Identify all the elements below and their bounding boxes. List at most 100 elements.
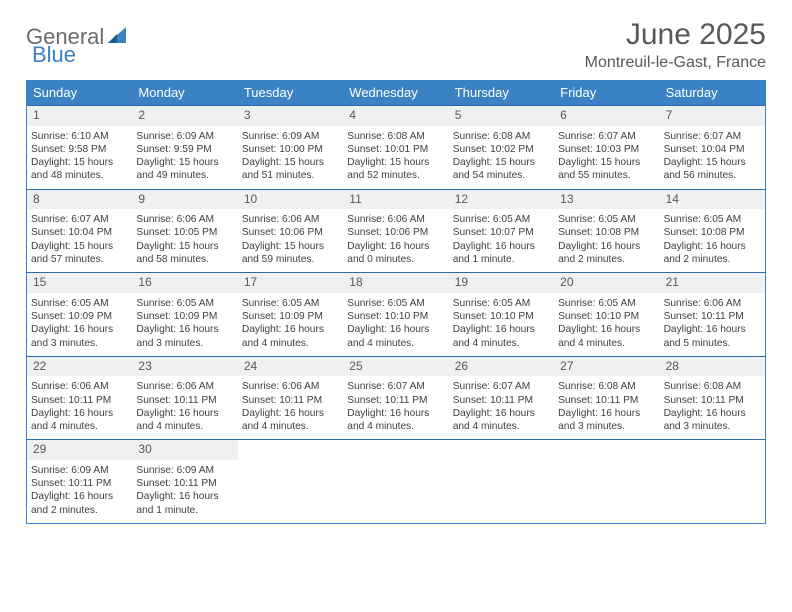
- sunset-line: Sunset: 10:11 PM: [453, 394, 550, 407]
- day-number: 6: [554, 106, 659, 126]
- sunset-line: Sunset: 10:03 PM: [558, 143, 655, 156]
- daylight-line: Daylight: 16 hours and 4 minutes.: [242, 407, 339, 434]
- day-cell: 7Sunrise: 6:07 AMSunset: 10:04 PMDayligh…: [660, 106, 765, 189]
- sunrise-line: Sunrise: 6:06 AM: [347, 213, 444, 226]
- daylight-line: Daylight: 15 hours and 56 minutes.: [664, 156, 761, 183]
- day-cell: 12Sunrise: 6:05 AMSunset: 10:07 PMDaylig…: [449, 190, 554, 273]
- daylight-line: Daylight: 15 hours and 54 minutes.: [453, 156, 550, 183]
- day-cell: 8Sunrise: 6:07 AMSunset: 10:04 PMDayligh…: [27, 190, 132, 273]
- sunrise-line: Sunrise: 6:07 AM: [31, 213, 128, 226]
- day-cell: 2Sunrise: 6:09 AMSunset: 9:59 PMDaylight…: [132, 106, 237, 189]
- sunrise-line: Sunrise: 6:05 AM: [347, 297, 444, 310]
- day-number: 14: [660, 190, 765, 210]
- day-number: 4: [343, 106, 448, 126]
- sunrise-line: Sunrise: 6:09 AM: [31, 464, 128, 477]
- daylight-line: Daylight: 16 hours and 4 minutes.: [31, 407, 128, 434]
- daylight-line: Daylight: 15 hours and 59 minutes.: [242, 240, 339, 267]
- day-cell: 14Sunrise: 6:05 AMSunset: 10:08 PMDaylig…: [660, 190, 765, 273]
- day-number: 2: [132, 106, 237, 126]
- sunset-line: Sunset: 9:59 PM: [136, 143, 233, 156]
- sunrise-line: Sunrise: 6:09 AM: [242, 130, 339, 143]
- daylight-line: Daylight: 16 hours and 4 minutes.: [558, 323, 655, 350]
- daylight-line: Daylight: 16 hours and 1 minute.: [136, 490, 233, 517]
- sunset-line: Sunset: 10:04 PM: [31, 226, 128, 239]
- daylight-line: Daylight: 15 hours and 48 minutes.: [31, 156, 128, 183]
- empty-cell: [554, 440, 659, 523]
- weekday-header: Monday: [132, 80, 237, 105]
- week-row: 22Sunrise: 6:06 AMSunset: 10:11 PMDaylig…: [27, 356, 765, 440]
- weekday-header-row: SundayMondayTuesdayWednesdayThursdayFrid…: [27, 80, 765, 105]
- day-number: 25: [343, 357, 448, 377]
- day-cell: 18 Sunrise: 6:05 AMSunset: 10:10 PMDaylig…: [343, 273, 448, 356]
- day-cell: 11Sunrise: 6:06 AMSunset: 10:06 PMDaylig…: [343, 190, 448, 273]
- daylight-line: Daylight: 16 hours and 1 minute.: [453, 240, 550, 267]
- sunrise-line: Sunrise: 6:06 AM: [136, 380, 233, 393]
- sunset-line: Sunset: 10:09 PM: [242, 310, 339, 323]
- day-cell: 21Sunrise: 6:06 AMSunset: 10:11 PMDaylig…: [660, 273, 765, 356]
- daylight-line: Daylight: 16 hours and 4 minutes.: [453, 323, 550, 350]
- empty-cell: [449, 440, 554, 523]
- day-number: 9: [132, 190, 237, 210]
- empty-cell: [660, 440, 765, 523]
- sunrise-line: Sunrise: 6:06 AM: [664, 297, 761, 310]
- week-row: 8Sunrise: 6:07 AMSunset: 10:04 PMDayligh…: [27, 189, 765, 273]
- empty-cell: [238, 440, 343, 523]
- sunrise-line: Sunrise: 6:07 AM: [453, 380, 550, 393]
- day-cell: 1Sunrise: 6:10 AMSunset: 9:58 PMDaylight…: [27, 106, 132, 189]
- daylight-line: Daylight: 15 hours and 52 minutes.: [347, 156, 444, 183]
- logo-sail-icon: [106, 25, 128, 50]
- sunrise-line: Sunrise: 6:08 AM: [664, 380, 761, 393]
- day-number: 30: [132, 440, 237, 460]
- sunset-line: Sunset: 10:11 PM: [31, 477, 128, 490]
- sunset-line: Sunset: 10:02 PM: [453, 143, 550, 156]
- day-number: 26: [449, 357, 554, 377]
- day-cell: 28Sunrise: 6:08 AMSunset: 10:11 PMDaylig…: [660, 357, 765, 440]
- daylight-line: Daylight: 15 hours and 58 minutes.: [136, 240, 233, 267]
- sunset-line: Sunset: 10:10 PM: [347, 310, 444, 323]
- weekday-header: Friday: [554, 80, 659, 105]
- daylight-line: Daylight: 16 hours and 2 minutes.: [664, 240, 761, 267]
- sunrise-line: Sunrise: 6:05 AM: [31, 297, 128, 310]
- daylight-line: Daylight: 16 hours and 4 minutes.: [347, 323, 444, 350]
- daylight-line: Daylight: 16 hours and 4 minutes.: [136, 407, 233, 434]
- sunset-line: Sunset: 10:11 PM: [242, 394, 339, 407]
- day-number: 5: [449, 106, 554, 126]
- sunrise-line: Sunrise: 6:05 AM: [558, 213, 655, 226]
- daylight-line: Daylight: 16 hours and 2 minutes.: [558, 240, 655, 267]
- daylight-line: Daylight: 16 hours and 0 minutes.: [347, 240, 444, 267]
- logo-text-blue: Blue: [32, 42, 76, 67]
- day-cell: 29 Sunrise: 6:09 AMSunset: 10:11 PMDaylig…: [27, 440, 132, 523]
- header: General June 2025 Montreuil-le-Gast, Fra…: [26, 18, 766, 72]
- day-number: 1: [27, 106, 132, 126]
- sunset-line: Sunset: 10:06 PM: [242, 226, 339, 239]
- day-number: 17: [238, 273, 343, 293]
- day-number: 29: [27, 440, 132, 460]
- empty-cell: [343, 440, 448, 523]
- location: Montreuil-le-Gast, France: [585, 54, 766, 72]
- title-block: June 2025 Montreuil-le-Gast, France: [585, 18, 766, 72]
- daylight-line: Daylight: 15 hours and 57 minutes.: [31, 240, 128, 267]
- sunset-line: Sunset: 10:05 PM: [136, 226, 233, 239]
- calendar-page: General June 2025 Montreuil-le-Gast, Fra…: [0, 0, 792, 534]
- sunset-line: Sunset: 10:09 PM: [136, 310, 233, 323]
- sunrise-line: Sunrise: 6:06 AM: [242, 213, 339, 226]
- daylight-line: Daylight: 15 hours and 51 minutes.: [242, 156, 339, 183]
- sunset-line: Sunset: 10:01 PM: [347, 143, 444, 156]
- week-row: 1Sunrise: 6:10 AMSunset: 9:58 PMDaylight…: [27, 105, 765, 189]
- week-row: 29Sunrise: 6:09 AMSunset: 10:11 PMDaylig…: [27, 439, 765, 523]
- sunrise-line: Sunrise: 6:05 AM: [136, 297, 233, 310]
- weekday-header: Thursday: [449, 80, 554, 105]
- day-cell: 27Sunrise: 6:08 AMSunset: 10:11 PMDaylig…: [554, 357, 659, 440]
- day-cell: 22Sunrise: 6:06 AMSunset: 10:11 PMDaylig…: [27, 357, 132, 440]
- day-cell: 9Sunrise: 6:06 AMSunset: 10:05 PMDayligh…: [132, 190, 237, 273]
- sunrise-line: Sunrise: 6:05 AM: [242, 297, 339, 310]
- daylight-line: Daylight: 16 hours and 3 minutes.: [136, 323, 233, 350]
- daylight-line: Daylight: 16 hours and 2 minutes.: [31, 490, 128, 517]
- day-cell: 26Sunrise: 6:07 AMSunset: 10:11 PMDaylig…: [449, 357, 554, 440]
- day-number: 18: [343, 273, 448, 293]
- logo-sub: Blue: [32, 42, 76, 68]
- sunrise-line: Sunrise: 6:07 AM: [558, 130, 655, 143]
- day-number: 12: [449, 190, 554, 210]
- sunset-line: Sunset: 10:10 PM: [453, 310, 550, 323]
- sunset-line: Sunset: 10:11 PM: [136, 477, 233, 490]
